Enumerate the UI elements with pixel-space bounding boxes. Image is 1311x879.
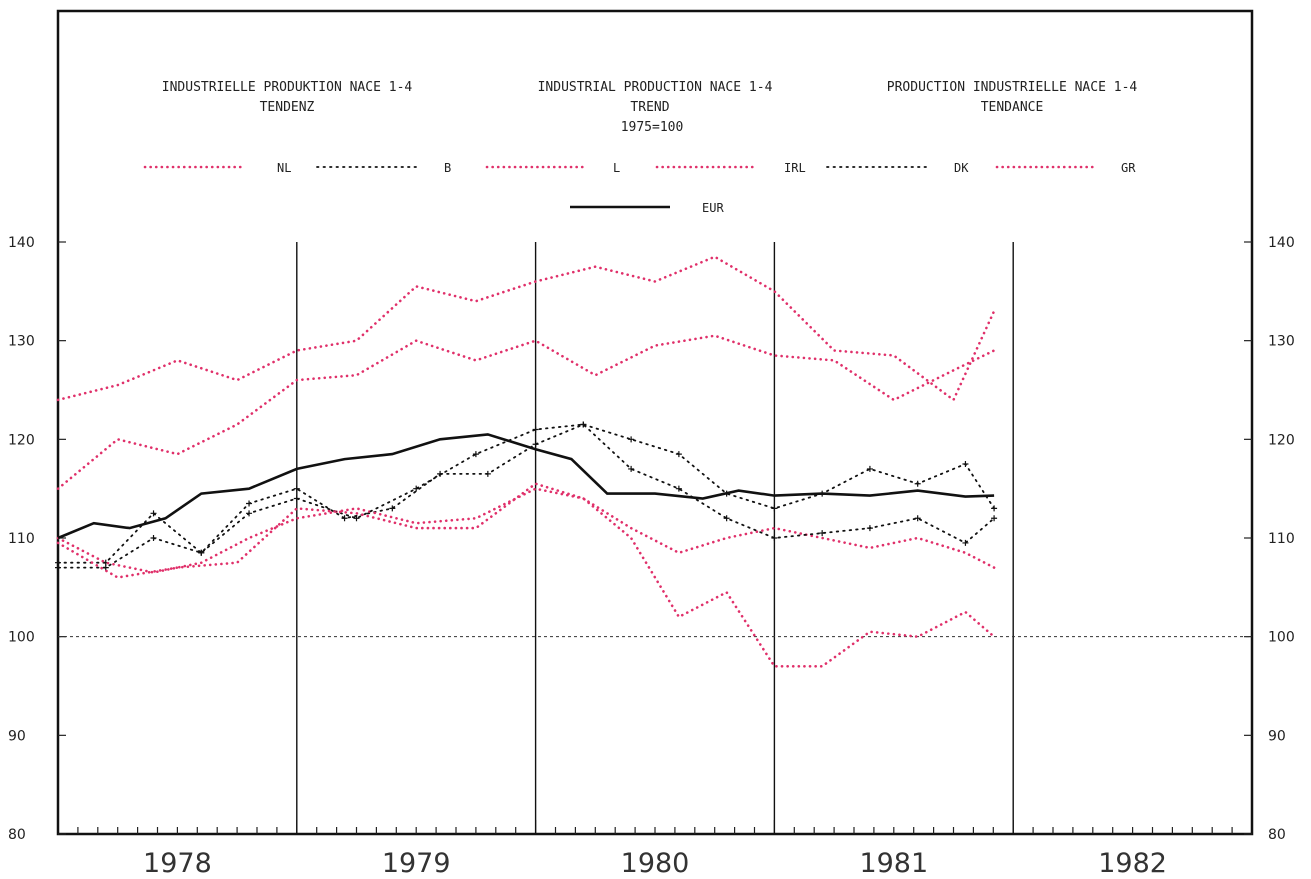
x-year-label: 1981 bbox=[859, 848, 928, 879]
data-point-b bbox=[866, 465, 873, 472]
data-point-dk bbox=[353, 515, 360, 522]
y-tick-label-left: 130 bbox=[8, 334, 35, 350]
data-point-dk bbox=[413, 485, 420, 492]
data-point-dk bbox=[102, 564, 109, 571]
legend-label-b: B bbox=[444, 161, 451, 175]
x-year-label: 1979 bbox=[382, 848, 451, 879]
data-point-b bbox=[389, 505, 396, 512]
y-tick-label-right: 100 bbox=[1268, 630, 1295, 646]
data-point-dk bbox=[198, 549, 205, 556]
data-point-b bbox=[246, 500, 253, 507]
data-point-b bbox=[532, 441, 539, 448]
data-point-dk bbox=[962, 539, 969, 546]
x-year-label: 1978 bbox=[143, 848, 212, 879]
data-point-dk bbox=[991, 515, 998, 522]
y-tick-label-left: 140 bbox=[8, 235, 35, 251]
data-point-b bbox=[341, 515, 348, 522]
series-line-gr bbox=[56, 482, 996, 668]
data-point-b bbox=[484, 470, 491, 477]
data-point-dk bbox=[532, 426, 539, 433]
data-point-dk bbox=[819, 530, 826, 537]
data-point-b bbox=[771, 505, 778, 512]
data-point-b bbox=[962, 461, 969, 467]
series-line-irl bbox=[56, 487, 996, 574]
legend-label-gr: GR bbox=[1121, 161, 1136, 175]
series-line-nl bbox=[56, 255, 996, 402]
data-point-dk bbox=[472, 451, 479, 458]
subtitle-german: TENDENZ bbox=[260, 100, 315, 115]
y-tick-label-left: 90 bbox=[8, 728, 26, 744]
axes: 80 80 90 90 100 100 110 110 120 120 130 130 140 140 19… bbox=[8, 235, 1295, 879]
legend-label-eur: EUR bbox=[702, 201, 724, 215]
y-tick-label-left: 110 bbox=[8, 531, 35, 547]
data-point-dk bbox=[150, 535, 157, 541]
y-tick-label-right: 110 bbox=[1268, 531, 1295, 547]
data-point-dk bbox=[246, 510, 253, 517]
legend-label-l: L bbox=[613, 161, 620, 175]
data-point-dk bbox=[914, 515, 921, 522]
legend-label-dk: DK bbox=[954, 161, 969, 175]
series-line-eur bbox=[57, 433, 995, 540]
data-point-b bbox=[293, 485, 300, 492]
data-point-b bbox=[914, 480, 921, 487]
series-line-dk bbox=[57, 423, 995, 569]
x-year-label: 1982 bbox=[1098, 848, 1167, 879]
base-year-note: 1975=100 bbox=[621, 120, 684, 135]
data-point-b bbox=[628, 436, 635, 443]
data-point-b bbox=[150, 510, 157, 517]
data-point-dk bbox=[723, 515, 730, 522]
legend-label-nl: NL bbox=[277, 161, 291, 175]
y-tick-label-right: 80 bbox=[1268, 827, 1286, 843]
y-tick-label-left: 100 bbox=[8, 630, 35, 646]
series-layer bbox=[55, 255, 998, 668]
data-point-dk bbox=[293, 495, 300, 502]
subtitle-french: TENDANCE bbox=[981, 100, 1044, 115]
data-point-dk bbox=[866, 525, 873, 532]
data-point-dk bbox=[771, 535, 778, 541]
y-tick-label-right: 140 bbox=[1268, 235, 1295, 251]
data-point-dk bbox=[580, 421, 587, 428]
title-english: INDUSTRIAL PRODUCTION NACE 1-4 bbox=[538, 80, 773, 95]
data-point-dk bbox=[55, 564, 61, 571]
title-german: INDUSTRIELLE PRODUKTION NACE 1-4 bbox=[162, 80, 413, 95]
y-tick-label-right: 130 bbox=[1268, 334, 1295, 350]
data-point-b bbox=[675, 451, 682, 458]
y-tick-label-left: 120 bbox=[8, 432, 35, 448]
subtitle-english: TREND bbox=[630, 100, 669, 115]
x-year-label: 1980 bbox=[621, 848, 690, 879]
y-tick-label-right: 120 bbox=[1268, 432, 1295, 448]
title-french: PRODUCTION INDUSTRIELLE NACE 1-4 bbox=[887, 80, 1138, 95]
data-point-dk bbox=[675, 485, 682, 492]
data-point-b bbox=[991, 505, 998, 512]
legend-label-irl: IRL bbox=[784, 161, 806, 175]
y-tick-label-left: 80 bbox=[8, 827, 26, 843]
legend: NL B L IRL DK GR EUR bbox=[143, 161, 1136, 215]
data-point-dk bbox=[628, 465, 635, 472]
y-tick-label-right: 90 bbox=[1268, 728, 1286, 744]
